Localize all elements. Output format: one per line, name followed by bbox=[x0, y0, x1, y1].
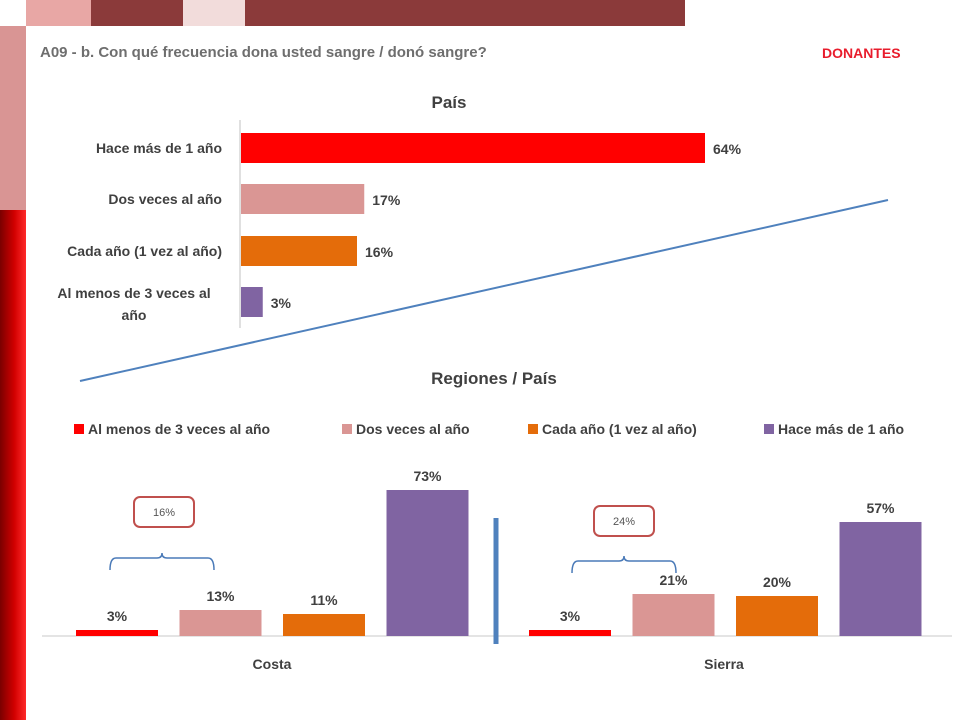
regiones-bar bbox=[76, 630, 158, 636]
regiones-value-label: 3% bbox=[107, 608, 128, 624]
sidebar-top bbox=[0, 26, 26, 210]
pais-category-label: año bbox=[122, 307, 147, 323]
top-bar-dark-right bbox=[245, 0, 685, 26]
legend-label: Hace más de 1 año bbox=[778, 421, 904, 437]
regiones-value-label: 20% bbox=[763, 574, 792, 590]
regiones-category-label: Sierra bbox=[704, 656, 744, 672]
regiones-bar bbox=[386, 490, 469, 636]
pais-category-label: Cada año (1 vez al año) bbox=[67, 243, 222, 259]
page-title: A09 - b. Con qué frecuencia dona usted s… bbox=[40, 44, 487, 61]
bracket-icon bbox=[109, 552, 215, 571]
legend-label: Al menos de 3 veces al año bbox=[88, 421, 270, 437]
regiones-value-label: 73% bbox=[413, 468, 442, 484]
pais-bar bbox=[241, 184, 365, 214]
regiones-category-label: Costa bbox=[253, 656, 292, 672]
regiones-bar bbox=[529, 630, 611, 636]
legend-swatch bbox=[342, 424, 352, 434]
callout-box bbox=[593, 505, 655, 537]
pais-chart-title: País bbox=[432, 93, 467, 112]
regiones-value-label: 21% bbox=[659, 572, 688, 588]
bracket-icon bbox=[571, 555, 677, 574]
callout-label: 24% bbox=[613, 516, 635, 528]
regiones-bar bbox=[736, 596, 818, 636]
pais-bar bbox=[241, 236, 357, 266]
legend-label: Dos veces al año bbox=[356, 421, 470, 437]
regiones-bar bbox=[179, 610, 262, 636]
legend-swatch bbox=[764, 424, 774, 434]
regiones-value-label: 57% bbox=[866, 500, 895, 516]
regiones-bar bbox=[839, 522, 922, 636]
callout-box bbox=[133, 496, 195, 528]
legend-swatch bbox=[528, 424, 538, 434]
decorative-diagonal-line bbox=[79, 199, 889, 382]
pais-bar bbox=[241, 287, 263, 317]
top-bar-light-left bbox=[26, 0, 91, 26]
regiones-bar bbox=[632, 594, 715, 636]
pais-value-label: 16% bbox=[365, 244, 394, 260]
top-bar-dark-left bbox=[91, 0, 183, 26]
pais-value-label: 17% bbox=[372, 192, 401, 208]
legend-swatch bbox=[74, 424, 84, 434]
pais-bar bbox=[241, 133, 705, 163]
pais-category-label: Dos veces al año bbox=[108, 191, 222, 207]
callout-label: 16% bbox=[153, 507, 175, 519]
top-bar-pale bbox=[183, 0, 245, 26]
pais-value-label: 64% bbox=[713, 141, 742, 157]
regiones-chart-title: Regiones / País bbox=[431, 369, 557, 388]
pais-category-label: Hace más de 1 año bbox=[96, 140, 222, 156]
regiones-bar bbox=[283, 614, 365, 636]
sidebar-bottom bbox=[0, 210, 26, 720]
donantes-badge: DONANTES bbox=[822, 45, 901, 61]
pais-value-label: 3% bbox=[271, 295, 292, 311]
regiones-value-label: 13% bbox=[206, 588, 235, 604]
regiones-value-label: 11% bbox=[310, 592, 338, 608]
pais-category-label: Al menos de 3 veces al bbox=[57, 285, 210, 301]
regiones-value-label: 3% bbox=[560, 608, 581, 624]
legend-label: Cada año (1 vez al año) bbox=[542, 421, 697, 437]
